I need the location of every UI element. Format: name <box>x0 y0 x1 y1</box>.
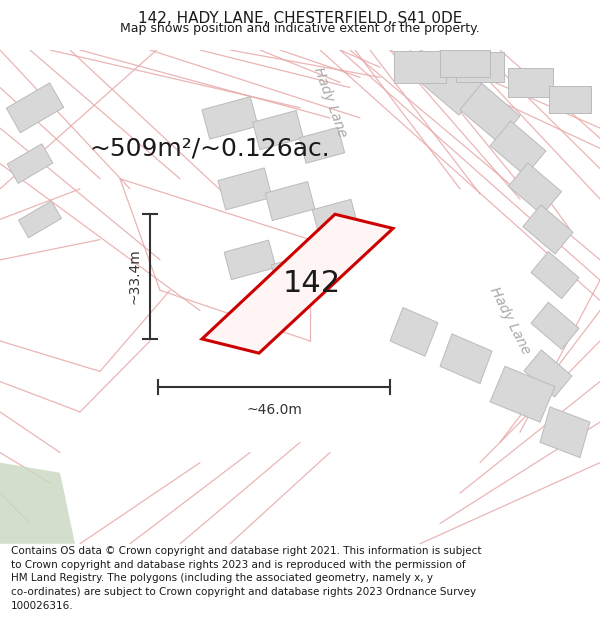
Polygon shape <box>549 86 591 113</box>
Text: Hady Lane: Hady Lane <box>311 66 349 140</box>
Polygon shape <box>456 52 504 82</box>
Text: Map shows position and indicative extent of the property.: Map shows position and indicative extent… <box>120 22 480 35</box>
Polygon shape <box>531 251 579 299</box>
Polygon shape <box>394 51 446 84</box>
Text: 142: 142 <box>283 269 341 298</box>
Polygon shape <box>224 240 276 279</box>
Polygon shape <box>490 366 555 422</box>
Polygon shape <box>440 50 490 78</box>
Polygon shape <box>7 83 64 132</box>
Text: ~46.0m: ~46.0m <box>246 403 302 417</box>
Text: Hady Lane: Hady Lane <box>487 284 533 357</box>
Polygon shape <box>265 182 315 221</box>
Polygon shape <box>524 350 572 397</box>
Polygon shape <box>0 462 75 544</box>
Polygon shape <box>218 168 272 210</box>
Polygon shape <box>253 111 304 150</box>
Polygon shape <box>390 308 438 356</box>
Polygon shape <box>417 50 483 115</box>
Polygon shape <box>202 214 393 353</box>
Polygon shape <box>509 163 562 215</box>
Polygon shape <box>531 302 579 349</box>
Polygon shape <box>523 205 573 254</box>
Text: ~33.4m: ~33.4m <box>128 249 142 304</box>
Text: ~509m²/~0.126ac.: ~509m²/~0.126ac. <box>89 136 331 161</box>
Text: Contains OS data © Crown copyright and database right 2021. This information is : Contains OS data © Crown copyright and d… <box>11 546 481 611</box>
Polygon shape <box>299 127 344 163</box>
Polygon shape <box>540 407 590 458</box>
Polygon shape <box>313 199 358 235</box>
Polygon shape <box>7 144 53 183</box>
Polygon shape <box>508 68 553 97</box>
Polygon shape <box>460 83 520 142</box>
Polygon shape <box>202 97 258 139</box>
Polygon shape <box>19 201 61 238</box>
Text: 142, HADY LANE, CHESTERFIELD, S41 0DE: 142, HADY LANE, CHESTERFIELD, S41 0DE <box>138 11 462 26</box>
Polygon shape <box>440 334 492 384</box>
Polygon shape <box>490 121 546 176</box>
Polygon shape <box>271 254 319 290</box>
